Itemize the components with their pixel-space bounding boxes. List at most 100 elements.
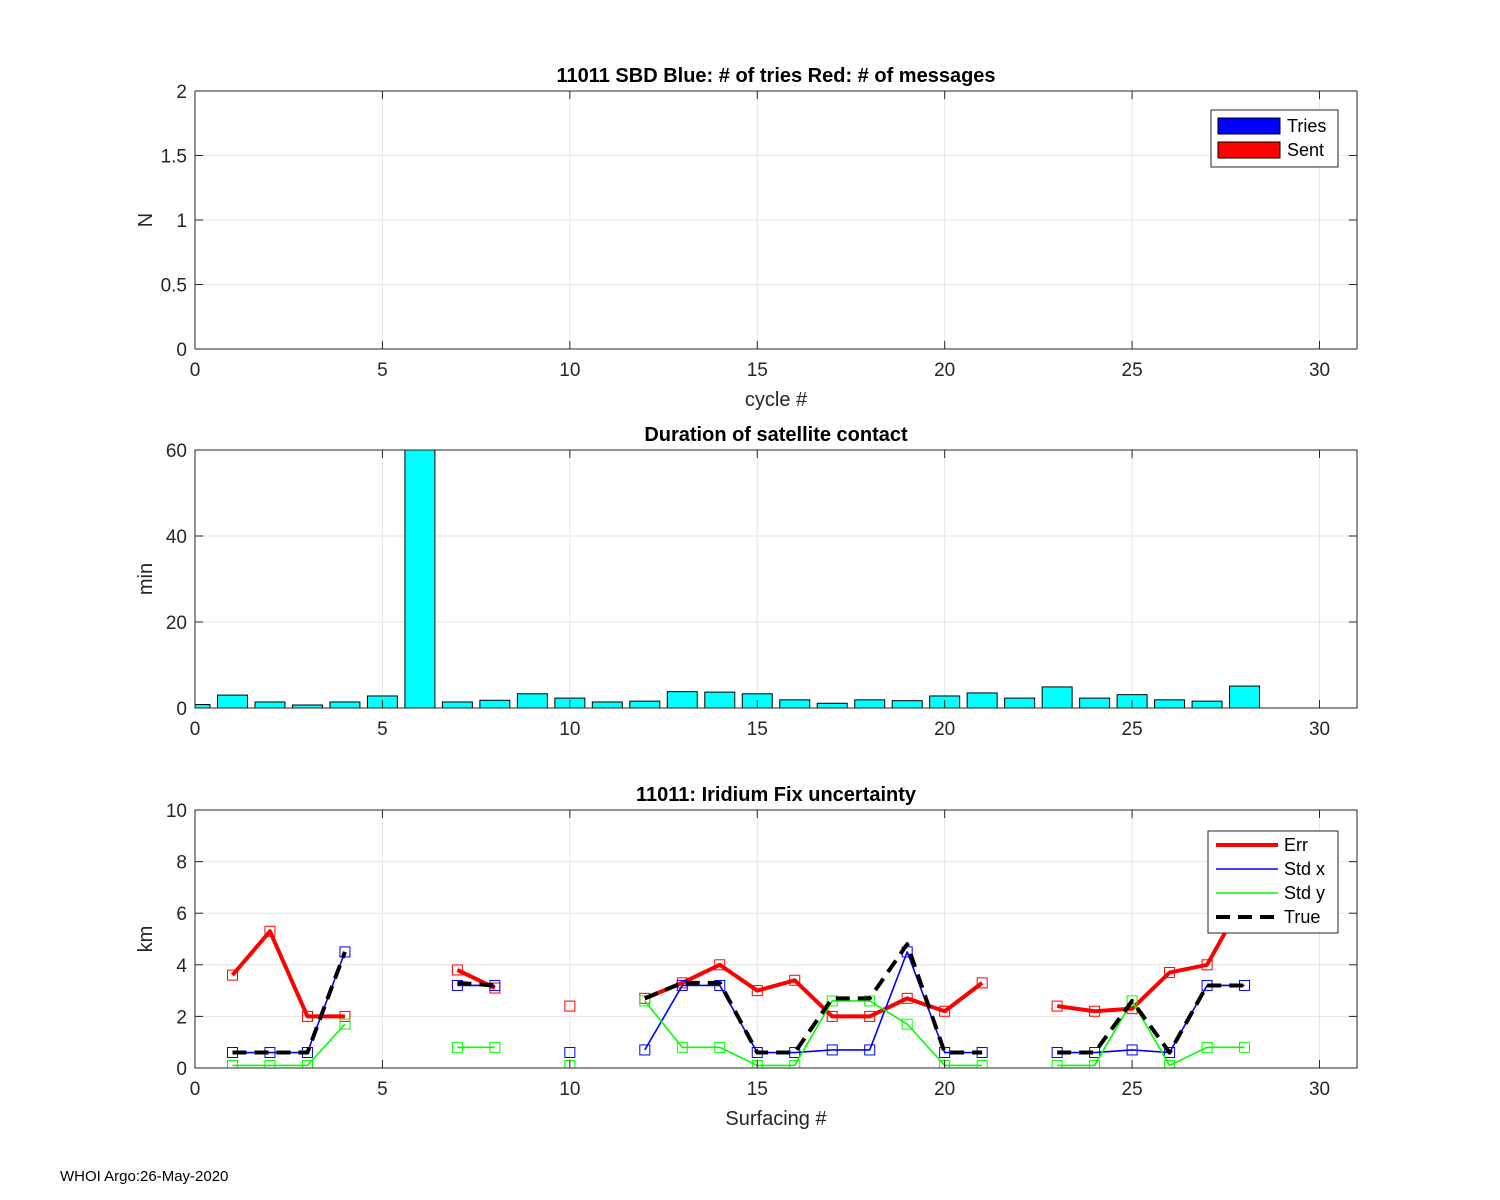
duration-bar [591, 701, 623, 708]
y-tick-label: 0 [176, 340, 187, 361]
data-point [489, 1041, 501, 1053]
x-tick-label: 30 [1309, 719, 1330, 740]
series-line [644, 1000, 983, 1067]
legend-label-tries: Tries [1287, 116, 1326, 136]
y-axis-label: km [135, 926, 157, 953]
duration-bar [1229, 685, 1261, 708]
duration-bar [254, 701, 286, 708]
x-axis-label: Surfacing # [725, 1108, 827, 1130]
legend-swatch-sent [1217, 141, 1281, 159]
data-point [976, 977, 988, 989]
axes-frame [194, 449, 1358, 709]
data-point [564, 1000, 576, 1012]
data-point [1164, 1059, 1176, 1068]
data-point [751, 985, 763, 997]
data-point [564, 1047, 576, 1059]
y-tick-label: 0 [176, 1059, 187, 1080]
x-tick-label: 10 [559, 1079, 580, 1100]
data-point [864, 1044, 876, 1056]
data-point [264, 925, 276, 937]
data-point [714, 1041, 726, 1053]
x-tick-label: 15 [747, 1079, 768, 1100]
duration-bar [516, 693, 548, 708]
data-point [864, 1010, 876, 1022]
y-axis-label: min [135, 563, 157, 595]
plot-area [195, 810, 1357, 1068]
data-point [639, 1044, 651, 1056]
series-line [230, 929, 345, 1019]
data-point [339, 1018, 351, 1030]
x-tick-label: 15 [747, 719, 768, 740]
series-true [232, 942, 1245, 1055]
data-point [339, 1010, 351, 1022]
y-tick-label: 1.5 [161, 147, 187, 168]
data-point [1239, 1041, 1251, 1053]
data-point [639, 995, 651, 1007]
data-point [1201, 1041, 1213, 1053]
x-tick-label: 10 [559, 360, 580, 381]
series-line [232, 1023, 346, 1067]
legend-label-sent: Sent [1287, 140, 1324, 160]
duration-bar [479, 699, 511, 708]
legend-swatch-tries [1217, 117, 1281, 135]
duration-bar [891, 700, 923, 708]
series-line [457, 980, 496, 988]
duration-bar [216, 694, 248, 708]
y-tick-label: 2 [176, 82, 187, 103]
data-point [789, 1059, 801, 1068]
x-tick-label: 30 [1309, 360, 1330, 381]
data-point [789, 974, 801, 986]
x-tick-label: 20 [934, 719, 955, 740]
chart-title: 11011: Iridium Fix uncertainty [636, 784, 917, 806]
data-point [264, 1059, 276, 1068]
x-tick-label: 0 [190, 719, 201, 740]
data-point [1164, 967, 1176, 979]
chart-title: Duration of satellite contact [644, 424, 908, 446]
x-tick-label: 5 [377, 719, 388, 740]
duration-bar [966, 692, 998, 708]
x-tick-label: 30 [1309, 1079, 1330, 1100]
y-tick-label: 0.5 [161, 276, 187, 297]
data-point [939, 1005, 951, 1017]
duration-bar [329, 701, 361, 708]
x-tick-label: 20 [934, 360, 955, 381]
data-point [1089, 1059, 1101, 1068]
data-point [826, 995, 838, 1007]
iridium-fix-panel: 0 5 10 15 20 25 30 0 2 4 6 8 10 11011: Iridium Fix un… [135, 784, 1358, 1130]
x-tick-label: 15 [747, 360, 768, 381]
y-tick-label: 8 [176, 853, 187, 874]
x-tick-label: 25 [1122, 1079, 1143, 1100]
x-tick-label: 0 [190, 360, 201, 381]
duration-bar [816, 702, 848, 708]
x-tick-label: 5 [377, 1079, 388, 1100]
data-point [451, 1041, 463, 1053]
data-point [901, 1018, 913, 1030]
duration-bar [704, 691, 736, 708]
data-point [301, 1059, 313, 1068]
satellite-contact-panel: 0 5 10 15 20 25 30 0 20 40 60 Duration of satellite… [135, 424, 1358, 740]
legend-label-err: Err [1284, 835, 1308, 855]
data-point [451, 964, 463, 976]
data-point [901, 992, 913, 1004]
x-tick-label: 5 [377, 360, 388, 381]
duration-bar [1041, 686, 1073, 708]
y-axis-label: N [135, 213, 157, 227]
data-point [1201, 959, 1213, 971]
y-tick-label: 60 [166, 441, 187, 462]
legend: Err Std x Std y True [1207, 830, 1339, 934]
data-point [1126, 1044, 1138, 1056]
y-tick-label: 4 [176, 956, 187, 977]
x-tick-label: 10 [559, 719, 580, 740]
duration-bar [854, 699, 886, 708]
y-tick-label: 40 [166, 527, 187, 548]
data-point [1051, 1059, 1063, 1068]
duration-bar [1191, 700, 1223, 708]
y-tick-label: 2 [176, 1007, 187, 1028]
data-point [976, 1059, 988, 1068]
legend-label-std-x: Std x [1284, 859, 1325, 879]
chart-title: 11011 SBD Blue: # of tries Red: # of mes… [556, 65, 995, 87]
data-point [451, 979, 463, 991]
x-tick-label: 25 [1122, 719, 1143, 740]
series-line [644, 962, 984, 1019]
